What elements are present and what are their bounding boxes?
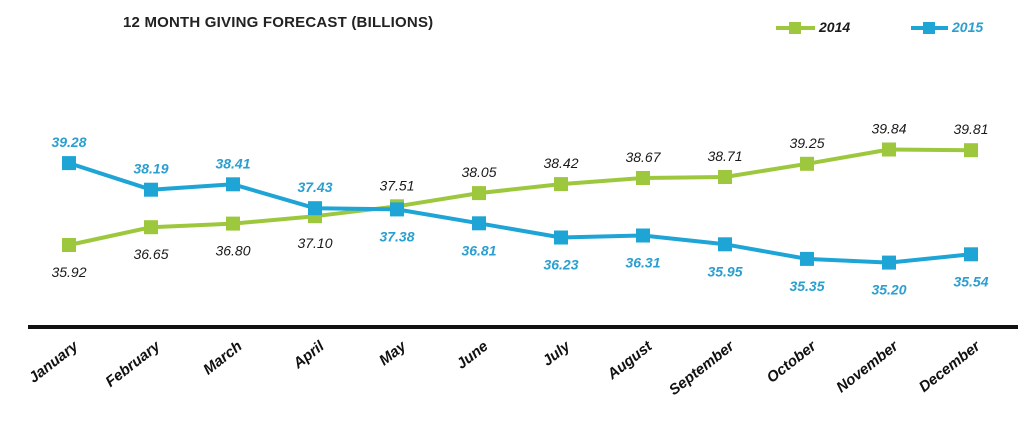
- data-label-2014-july: 38.42: [543, 155, 578, 171]
- data-label-2015-october: 35.35: [789, 278, 824, 294]
- point-2015-may: [390, 202, 404, 217]
- x-tick-december: December: [916, 337, 985, 396]
- point-2014-february: [144, 220, 158, 235]
- data-label-2014-august: 38.67: [625, 149, 661, 165]
- point-2015-march: [226, 177, 240, 192]
- point-2014-march: [226, 216, 240, 231]
- data-label-2014-june: 38.05: [461, 164, 496, 180]
- data-label-2015-april: 37.43: [297, 179, 332, 195]
- legend-swatch-2014: [776, 22, 815, 34]
- data-label-2014-september: 38.71: [707, 148, 742, 164]
- data-label-2015-february: 38.19: [133, 161, 168, 177]
- series-layer: 35.92 36.65 36.80 37.10 37.51 38.05 38.42 38.67…: [51, 121, 988, 298]
- data-label-2014-december: 39.81: [953, 121, 988, 137]
- data-label-2015-may: 37.38: [379, 228, 414, 244]
- point-2014-september: [718, 170, 732, 184]
- point-2015-august: [636, 228, 650, 243]
- legend-swatches: [776, 22, 948, 34]
- point-2014-november: [882, 142, 896, 157]
- point-2014-august: [636, 171, 650, 185]
- point-2015-february: [144, 182, 158, 197]
- point-2015-january: [62, 156, 76, 171]
- x-tick-march: March: [200, 338, 245, 379]
- x-tick-february: February: [102, 337, 164, 390]
- data-label-2014-january: 35.92: [51, 264, 86, 280]
- x-tick-november: November: [833, 337, 902, 396]
- point-2015-october: [800, 251, 814, 266]
- series-line-2014: [68, 147, 972, 247]
- series-line-2015: [68, 161, 972, 265]
- series-2015: 39.28 38.19 38.41 37.43 37.38 36.81 36.23 36.31…: [51, 134, 988, 298]
- point-2015-april: [308, 201, 322, 216]
- data-label-2015-november: 35.20: [871, 282, 906, 298]
- point-2015-june: [472, 216, 486, 231]
- point-2014-july: [554, 177, 568, 192]
- data-label-2014-october: 39.25: [789, 135, 824, 151]
- point-2015-september: [718, 237, 732, 252]
- data-label-2014-march: 36.80: [215, 243, 250, 259]
- x-tick-august: August: [603, 337, 656, 383]
- data-label-2015-march: 38.41: [215, 155, 250, 171]
- point-2015-december: [964, 247, 978, 262]
- data-label-2015-december: 35.54: [953, 273, 988, 289]
- series-2014: 35.92 36.65 36.80 37.10 37.51 38.05 38.42 38.67…: [51, 121, 988, 281]
- data-label-2014-february: 36.65: [133, 246, 168, 262]
- point-2014-october: [800, 156, 814, 171]
- x-tick-labels: January February March April May June July Augu…: [26, 337, 985, 399]
- legend-swatch-2015: [911, 22, 948, 34]
- x-tick-july: July: [539, 337, 574, 369]
- data-label-2014-november: 39.84: [871, 121, 906, 137]
- x-tick-january: January: [26, 337, 82, 386]
- x-tick-june: June: [453, 338, 491, 373]
- point-2014-december: [964, 143, 978, 158]
- data-label-2015-september: 35.95: [707, 263, 742, 279]
- data-label-2015-july: 36.23: [543, 257, 578, 273]
- x-tick-october: October: [764, 337, 821, 387]
- point-2014-january: [62, 238, 76, 252]
- data-label-2015-january: 39.28: [51, 134, 86, 150]
- chart-title: 12 MONTH GIVING FORECAST (BILLIONS): [123, 14, 434, 31]
- point-2015-july: [554, 230, 568, 245]
- x-tick-may: May: [376, 337, 410, 369]
- x-tick-april: April: [289, 337, 328, 373]
- legend: 2014 2015: [0, 16, 1024, 40]
- legend-label-2014: 2014: [819, 19, 851, 35]
- data-label-2014-april: 37.10: [297, 235, 332, 251]
- data-label-2015-june: 36.81: [461, 242, 496, 258]
- point-2014-june: [472, 186, 486, 201]
- legend-label-2015: 2015: [952, 19, 984, 35]
- data-label-2015-august: 36.31: [625, 255, 660, 271]
- data-label-2014-may: 37.51: [379, 177, 414, 193]
- point-2015-november: [882, 255, 896, 270]
- x-tick-september: September: [666, 337, 738, 399]
